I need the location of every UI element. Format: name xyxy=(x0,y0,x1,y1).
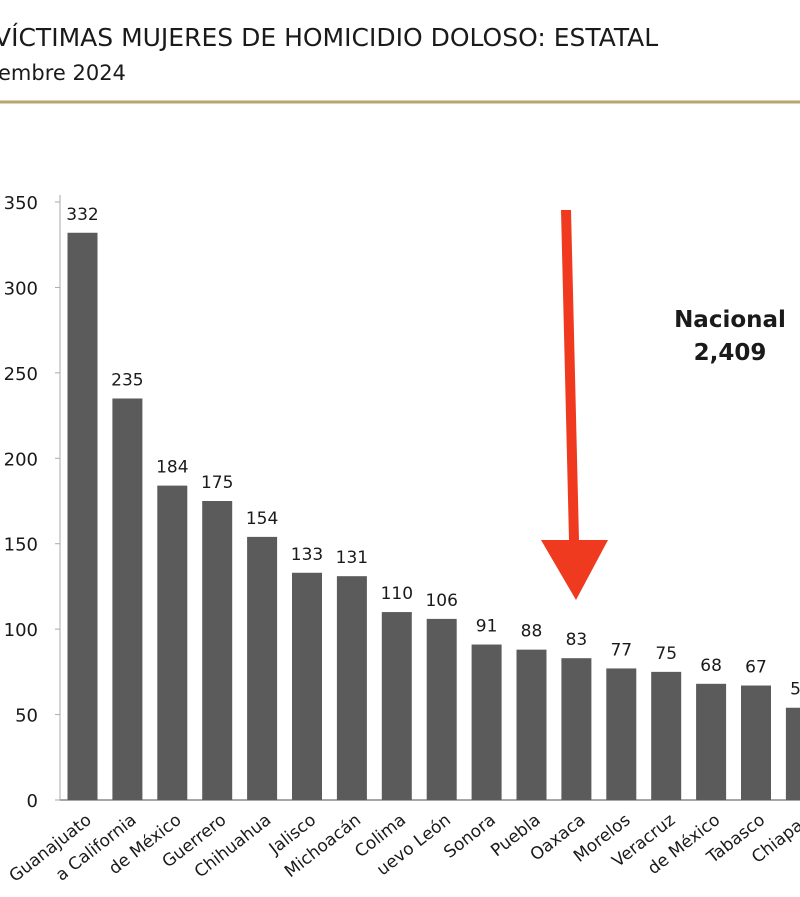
bar xyxy=(561,658,592,800)
bar xyxy=(381,612,412,800)
x-tick-label: Sonora xyxy=(440,810,499,863)
bar xyxy=(516,649,547,800)
bar xyxy=(292,572,322,800)
bar xyxy=(471,644,502,800)
value-label: 133 xyxy=(291,545,323,565)
bar xyxy=(112,398,143,800)
value-label: 106 xyxy=(425,591,457,611)
value-label: 91 xyxy=(476,617,498,637)
value-label: 154 xyxy=(246,509,278,529)
value-label: 332 xyxy=(66,205,98,225)
value-label: 68 xyxy=(700,656,722,676)
annotation-value: 2,409 xyxy=(694,340,767,366)
y-tick-label: 350 xyxy=(4,193,38,214)
bar xyxy=(202,501,233,800)
value-label: 83 xyxy=(566,630,588,650)
value-label: 54 xyxy=(790,680,800,700)
bar xyxy=(785,707,800,800)
annotation-label: Nacional xyxy=(674,307,786,333)
y-tick-label: 50 xyxy=(15,706,38,727)
value-label: 184 xyxy=(156,458,188,478)
y-tick-label: 0 xyxy=(27,791,38,812)
bar xyxy=(336,576,367,800)
value-label: 67 xyxy=(745,658,767,678)
value-label: 75 xyxy=(655,644,677,664)
bar xyxy=(606,668,637,800)
bar xyxy=(741,685,771,800)
bar xyxy=(157,485,188,800)
bar xyxy=(67,232,98,801)
value-label: 77 xyxy=(610,640,632,660)
chart-subtitle: embre 2024 xyxy=(0,61,126,85)
value-label: 235 xyxy=(111,370,143,390)
value-label: 110 xyxy=(381,584,413,604)
bar xyxy=(247,536,278,800)
chart-title: VÍCTIMAS MUJERES DE HOMICIDIO DOLOSO: ES… xyxy=(0,23,658,52)
bar xyxy=(426,618,457,800)
value-label: 175 xyxy=(201,473,233,493)
value-label: 88 xyxy=(521,622,543,642)
arrow xyxy=(541,210,608,600)
y-tick-label: 300 xyxy=(4,278,38,299)
value-label: 131 xyxy=(336,548,368,568)
y-tick-label: 200 xyxy=(4,449,38,470)
y-tick-label: 150 xyxy=(4,535,38,556)
bar xyxy=(696,683,727,800)
y-tick-label: 250 xyxy=(4,364,38,385)
y-tick-label: 100 xyxy=(4,620,38,641)
bar xyxy=(651,671,682,800)
